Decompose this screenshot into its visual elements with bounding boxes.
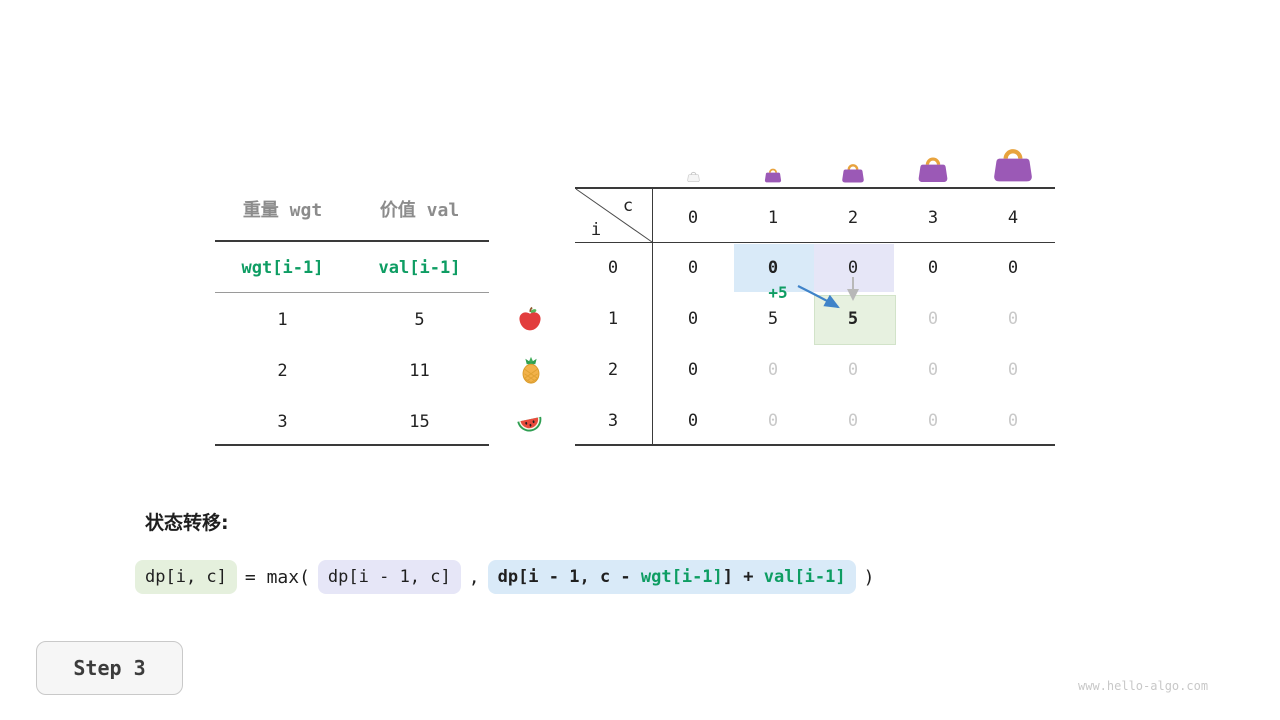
dp-cell-2-3: 0 [927,360,939,380]
dp-col-header-0: 0 [687,208,699,228]
state-transition-title: 状态转移: [145,512,229,534]
bag-icon-capacity-0 [687,170,700,182]
step-indicator: Step 3 [36,641,183,695]
dp-table-vertical-rule [652,187,653,446]
dp-cell-2-4: 0 [1007,360,1019,380]
formula-comma: , [468,566,480,588]
apple-icon [516,305,544,333]
dp-col-header-3: 3 [927,208,939,228]
formula-term-above: dp[i - 1, c] [317,560,461,594]
formula-eq-max: = max( [244,566,310,588]
dp-cell-3-4: 0 [1007,411,1019,431]
dp-cell-3-1: 0 [767,411,779,431]
dp-row-header-1: 1 [607,309,619,329]
items-col-value-header: 价值 val [379,200,460,221]
items-col-weight-header: 重量 wgt [242,200,323,221]
formula-term-take-wgt: wgt[i-1] [640,567,723,587]
item-1-weight: 1 [277,310,288,330]
dp-cell-0-4: 0 [1007,258,1019,278]
dp-row-header-3: 3 [607,411,619,431]
items-table-mid-rule [215,292,489,293]
dp-corner-col-var: c [622,196,634,216]
bag-icon-capacity-2 [841,161,865,183]
state-transition-formula: dp[i, c] = max( dp[i - 1, c] , dp[i - 1,… [135,560,882,594]
items-table-header-rule [215,240,489,242]
item-2-weight: 2 [277,361,288,381]
dp-cell-0-0: 0 [687,258,699,278]
dp-cell-2-2: 0 [847,360,859,380]
dp-cell-0-1: 0 [767,258,779,278]
dp-table-bottom-rule [575,444,1055,446]
item-3-weight: 3 [277,412,288,432]
dp-cell-1-1: 5 [767,309,779,329]
dp-col-header-1: 1 [767,208,779,228]
dp-cell-1-4: 0 [1007,309,1019,329]
formula-term-take-prefix: dp[i - 1, c - [497,567,641,587]
dp-cell-highlight-prev-above [814,244,894,292]
dp-cell-3-3: 0 [927,411,939,431]
item-2-value: 11 [409,361,430,381]
items-var-wgt: wgt[i-1] [241,258,324,278]
dp-cell-0-2: 0 [847,258,859,278]
formula-term-take-val: val[i-1] [763,567,846,587]
bag-icon-capacity-3 [917,153,949,183]
dp-cell-3-2: 0 [847,411,859,431]
items-table-bottom-rule [215,444,489,446]
dp-cell-highlight-prev-diag [734,244,814,292]
plus-value-annotation: +5 [768,283,788,302]
dp-row-header-2: 2 [607,360,619,380]
watermelon-icon [515,408,545,438]
items-var-val: val[i-1] [378,258,461,278]
formula-term-take-mid: ] + [722,567,764,587]
dp-cell-2-1: 0 [767,360,779,380]
dp-cell-3-0: 0 [687,411,699,431]
item-3-value: 15 [409,412,430,432]
dp-cell-1-3: 0 [927,309,939,329]
dp-table-top-rule [575,187,1055,189]
pineapple-icon [516,355,546,385]
dp-table-header-rule [575,242,1055,243]
formula-close-paren: ) [863,566,875,588]
formula-lhs: dp[i, c] [135,560,237,594]
dp-cell-0-3: 0 [927,258,939,278]
dp-col-header-4: 4 [1007,208,1019,228]
dp-row-header-0: 0 [607,258,619,278]
dp-corner-row-var: i [590,220,602,240]
step-label: Step 3 [73,656,146,680]
formula-term-take: dp[i - 1, c - wgt[i-1]] + val[i-1] [487,560,856,594]
dp-cell-1-0: 0 [687,309,699,329]
dp-col-header-2: 2 [847,208,859,228]
item-1-value: 5 [414,310,425,330]
dp-cell-2-0: 0 [687,360,699,380]
site-watermark: www.hello-algo.com [1078,679,1209,693]
bag-icon-capacity-1 [764,166,782,183]
dp-cell-1-2: 5 [847,309,859,329]
bag-icon-capacity-4 [992,143,1034,183]
